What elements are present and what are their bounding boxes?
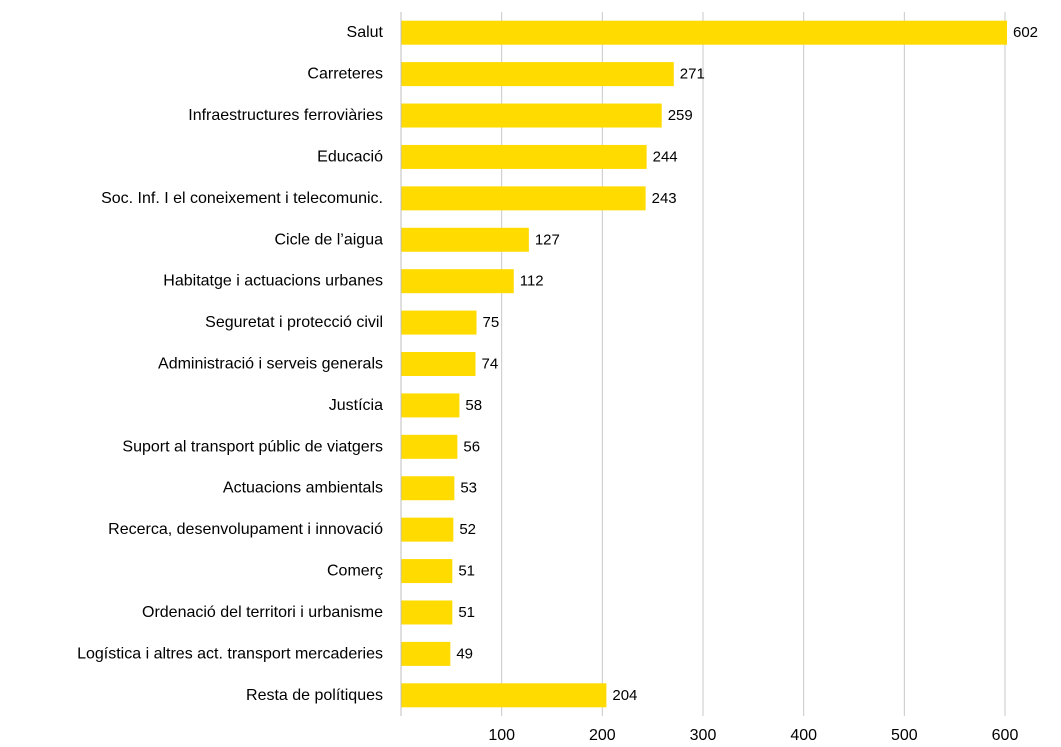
bar-6 bbox=[401, 269, 514, 294]
x-tick-label-600: 600 bbox=[992, 727, 1019, 744]
bar-8 bbox=[401, 352, 476, 376]
category-label-3: Educació bbox=[317, 148, 383, 165]
bar-7 bbox=[401, 310, 477, 335]
category-label-2: Infraestructures ferroviàries bbox=[188, 107, 383, 124]
value-label-5: 127 bbox=[535, 231, 560, 248]
value-label-10: 56 bbox=[463, 438, 480, 455]
category-label-1: Carreteres bbox=[307, 66, 383, 83]
value-label-0: 602 bbox=[1013, 24, 1038, 41]
bar-15 bbox=[401, 641, 451, 666]
value-label-9: 58 bbox=[465, 397, 482, 414]
category-label-13: Comerç bbox=[327, 563, 383, 580]
category-label-4: Soc. Inf. I el coneixement i telecomunic… bbox=[101, 190, 383, 207]
bar-4 bbox=[401, 186, 646, 211]
value-label-11: 53 bbox=[460, 480, 477, 497]
bar-0 bbox=[401, 20, 1008, 45]
category-label-12: Recerca, desenvolupament i innovació bbox=[108, 521, 383, 538]
bar-10 bbox=[401, 434, 458, 459]
value-label-13: 51 bbox=[458, 563, 475, 580]
category-label-8: Administració i serveis generals bbox=[158, 356, 383, 373]
value-label-14: 51 bbox=[458, 604, 475, 621]
value-label-12: 52 bbox=[459, 521, 476, 538]
category-label-15: Logística i altres act. transport mercad… bbox=[77, 645, 383, 662]
category-label-11: Actuacions ambientals bbox=[223, 480, 383, 497]
value-label-8: 74 bbox=[481, 356, 498, 373]
value-label-16: 204 bbox=[612, 687, 637, 704]
category-label-6: Habitatge i actuacions urbanes bbox=[163, 273, 383, 290]
value-label-2: 259 bbox=[668, 107, 693, 124]
x-tick-label-100: 100 bbox=[488, 727, 515, 744]
x-tick-label-500: 500 bbox=[891, 727, 918, 744]
x-tick-label-400: 400 bbox=[790, 727, 817, 744]
bar-5 bbox=[401, 227, 529, 252]
x-tick-label-200: 200 bbox=[589, 727, 616, 744]
value-labels: 602 271 259 244 243 127 112 75 74 58 56 53 52 51 51 49 2… bbox=[456, 24, 1038, 704]
category-label-7: Seguretat i protecció civil bbox=[205, 314, 383, 331]
category-label-0: Salut bbox=[347, 24, 384, 41]
bar-14 bbox=[401, 600, 453, 625]
value-label-7: 75 bbox=[483, 314, 500, 331]
category-labels: Salut Carreteres Infraestructures ferrovià… bbox=[77, 24, 383, 704]
value-label-6: 112 bbox=[520, 273, 544, 290]
bar-16 bbox=[401, 683, 607, 708]
bar-12 bbox=[401, 517, 454, 542]
category-label-9: Justícia bbox=[329, 397, 383, 414]
bar-3 bbox=[401, 144, 647, 169]
bar-13 bbox=[401, 559, 453, 584]
bar-11 bbox=[401, 476, 455, 501]
bar-2 bbox=[401, 103, 662, 128]
category-label-16: Resta de polítiques bbox=[246, 687, 383, 704]
x-tick-label-300: 300 bbox=[690, 727, 717, 744]
gridlines bbox=[501, 12, 1006, 716]
category-label-5: Cicle de l’aigua bbox=[274, 231, 383, 248]
value-label-1: 271 bbox=[680, 66, 705, 83]
bar-1 bbox=[401, 62, 674, 87]
value-label-15: 49 bbox=[456, 645, 473, 662]
category-label-14: Ordenació del territori i urbanisme bbox=[142, 604, 383, 621]
bars bbox=[401, 20, 1008, 708]
bar-9 bbox=[401, 393, 460, 418]
value-label-3: 244 bbox=[653, 148, 678, 165]
value-label-4: 243 bbox=[652, 190, 677, 207]
category-label-10: Suport al transport públic de viatgers bbox=[122, 438, 383, 455]
x-axis-tick-labels: 100 200 300 400 500 600 bbox=[488, 727, 1018, 744]
